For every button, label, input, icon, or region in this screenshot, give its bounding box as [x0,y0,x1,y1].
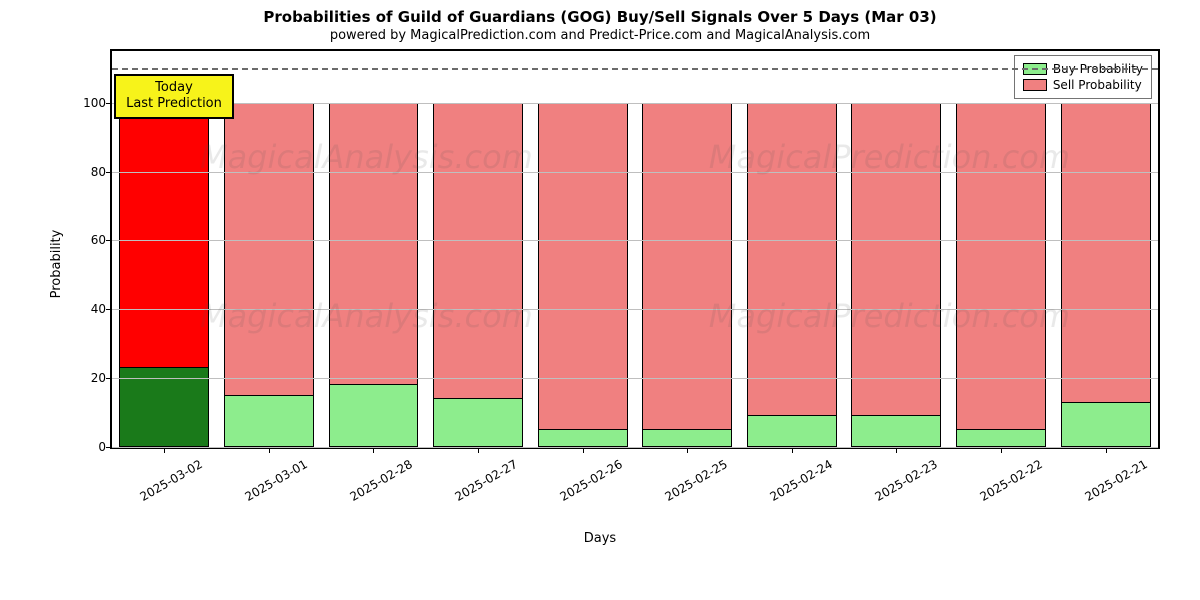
x-tick-label: 2025-02-24 [767,457,834,504]
bar-segment-buy [330,384,418,446]
bar [851,103,941,447]
bars-container [112,51,1158,447]
x-tick-label: 2025-02-22 [977,457,1044,504]
bar-segment-sell [748,104,836,416]
y-tick-label: 60 [72,233,112,247]
gridline [112,447,1158,448]
x-tick-label: 2025-02-23 [872,457,939,504]
bar [224,103,314,447]
chart-subtitle: powered by MagicalPrediction.com and Pre… [0,28,1200,43]
x-tick-label: 2025-02-28 [347,457,414,504]
bar-segment-sell [957,104,1045,429]
bar [433,103,523,447]
x-tick-label: 2025-03-02 [137,457,204,504]
legend-label: Sell Probability [1053,78,1142,92]
y-axis-label: Probability [49,230,64,299]
y-tick-label: 20 [72,371,112,385]
legend: Buy ProbabilitySell Probability [1014,55,1152,99]
bar-segment-buy [643,429,731,446]
bar-segment-buy [957,429,1045,446]
bar [119,103,209,447]
bar-slot [426,51,531,447]
y-tick-label: 80 [72,165,112,179]
bar-segment-buy [225,395,313,446]
bar-segment-sell [539,104,627,429]
chart-title: Probabilities of Guild of Guardians (GOG… [0,0,1200,26]
x-tick-label: 2025-02-27 [452,457,519,504]
x-tick-label: 2025-03-01 [242,457,309,504]
bar-slot [635,51,740,447]
bar [538,103,628,447]
gridline [112,378,1158,379]
bar-segment-buy [748,415,836,446]
bar [956,103,1046,447]
y-tick-label: 0 [72,440,112,454]
gridline [112,172,1158,173]
gridline [112,240,1158,241]
bar-segment-sell [852,104,940,416]
bar-slot [949,51,1054,447]
bar-segment-sell [1062,104,1150,402]
bar-slot [530,51,635,447]
bar-slot [740,51,845,447]
bar-segment-buy [1062,402,1150,447]
bar-segment-buy [434,398,522,446]
bar-segment-sell [643,104,731,429]
bar-segment-buy [852,415,940,446]
bar-slot [844,51,949,447]
x-tick-labels: 2025-03-022025-03-012025-02-282025-02-27… [110,449,1160,479]
bar [642,103,732,447]
bar-segment-buy [539,429,627,446]
gridline [112,309,1158,310]
x-tick-label: 2025-02-25 [662,457,729,504]
callout-line2: Last Prediction [126,96,222,111]
x-tick-label: 2025-02-26 [557,457,624,504]
x-tick-label: 2025-02-21 [1082,457,1149,504]
bar-segment-sell [120,104,208,368]
y-tick-label: 40 [72,302,112,316]
bar [329,103,419,447]
y-tick-label: 100 [72,96,112,110]
bar-segment-sell [225,104,313,395]
bar [1061,103,1151,447]
bar-segment-sell [330,104,418,385]
legend-swatch [1023,79,1047,91]
callout-line1: Today [155,80,193,95]
gridline [112,103,1158,104]
bar-slot [1053,51,1158,447]
chart-area: Probability Buy ProbabilitySell Probabil… [70,49,1170,479]
legend-row: Sell Probability [1023,78,1143,92]
plot-area: Buy ProbabilitySell Probability 02040608… [110,49,1160,449]
bar [747,103,837,447]
bar-segment-sell [434,104,522,398]
reference-line [112,68,1158,70]
x-axis-label: Days [0,531,1200,546]
bar-slot [321,51,426,447]
today-callout: TodayLast Prediction [114,74,234,119]
